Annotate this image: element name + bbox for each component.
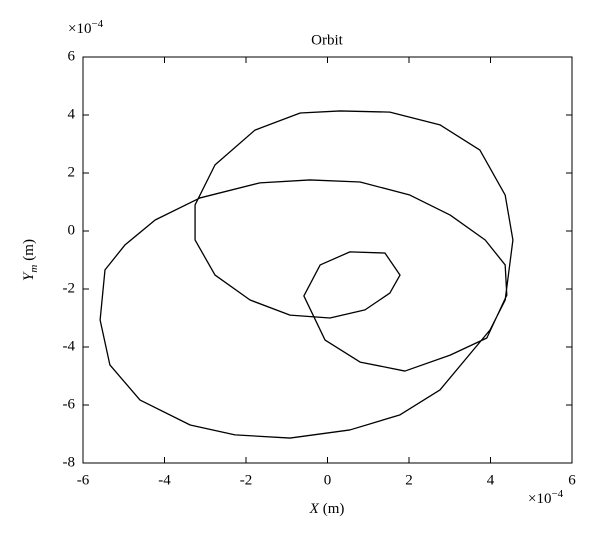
y-multiplier-base: ×10 bbox=[68, 21, 91, 37]
x-axis-label: X (m) bbox=[309, 501, 345, 517]
chart-title: Orbit bbox=[311, 32, 343, 48]
x-tick-label: -4 bbox=[158, 472, 171, 488]
y-tick-label: 0 bbox=[68, 222, 76, 238]
orbit-line bbox=[99, 110, 514, 439]
x-axis-unit: (m) bbox=[323, 501, 345, 517]
y-axis-symbol: Y bbox=[21, 271, 37, 281]
y-axis-subscript: m bbox=[28, 265, 40, 273]
x-multiplier: ×10−4 bbox=[528, 488, 564, 508]
y-tick-label: -6 bbox=[63, 396, 76, 412]
y-tick-label: 6 bbox=[68, 48, 76, 64]
y-tick-label: -4 bbox=[63, 338, 76, 354]
plot-frame bbox=[82, 56, 573, 464]
x-tick-label: 6 bbox=[568, 472, 576, 488]
x-tick-label: -2 bbox=[240, 472, 253, 488]
y-multiplier: ×10−4 bbox=[68, 18, 104, 38]
x-tick-label: 2 bbox=[405, 472, 413, 488]
x-multiplier-base: ×10 bbox=[528, 491, 551, 507]
x-tick-label: -6 bbox=[77, 472, 90, 488]
y-tick-label: 4 bbox=[68, 106, 76, 122]
y-multiplier-exponent: −4 bbox=[91, 18, 103, 30]
y-axis-unit: (m) bbox=[21, 239, 37, 261]
x-axis-symbol: X bbox=[309, 501, 320, 517]
x-tick-label: 0 bbox=[324, 472, 332, 488]
x-tick-label: 4 bbox=[487, 472, 495, 488]
y-axis-label: Ym (m) bbox=[21, 239, 39, 281]
y-tick-label: -8 bbox=[63, 454, 76, 470]
y-tick-label: 2 bbox=[68, 164, 76, 180]
y-tick-label: -2 bbox=[63, 280, 76, 296]
x-multiplier-exponent: −4 bbox=[551, 488, 563, 500]
